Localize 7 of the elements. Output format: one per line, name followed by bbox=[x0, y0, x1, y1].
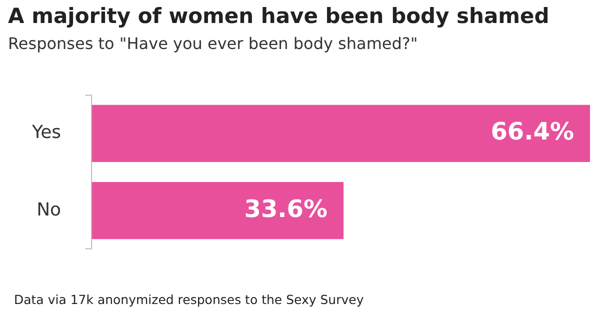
chart-subtitle: Responses to "Have you ever been body shamed?" bbox=[8, 34, 418, 53]
y-tick-label: No bbox=[36, 199, 62, 220]
data-label: 33.6% bbox=[244, 194, 328, 223]
y-tick-label: Yes bbox=[30, 122, 62, 144]
chart-title: A majority of women have been body shamed bbox=[8, 4, 550, 28]
data-label: 66.4% bbox=[490, 118, 574, 146]
text: Data via 17k anonymized responses to the Sexy Survey bbox=[14, 292, 364, 307]
